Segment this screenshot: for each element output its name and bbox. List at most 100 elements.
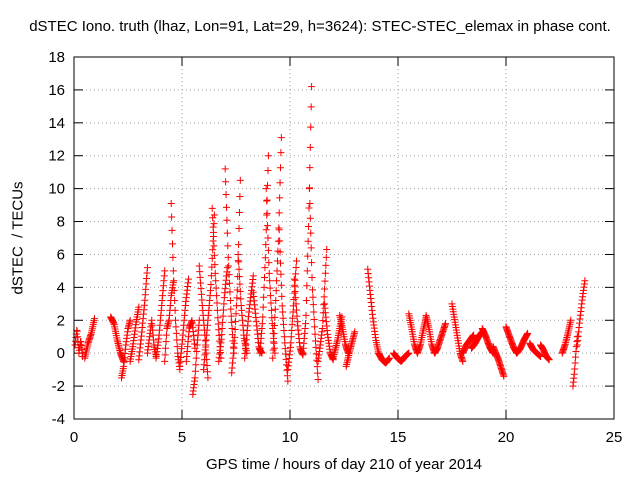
data-point: [167, 199, 175, 207]
data-point: [292, 270, 300, 278]
data-point: [308, 259, 316, 267]
data-point: [223, 264, 231, 272]
data-point: [287, 339, 295, 347]
data-point: [219, 312, 227, 320]
ticks: -4 -2 0 2 4 6 8 10 12 14 16 18 0 5 10 15 20 25: [48, 49, 622, 446]
data-point: [321, 285, 329, 293]
data-point: [161, 351, 169, 359]
data-point: [233, 286, 241, 294]
data-point: [308, 83, 316, 91]
data-point: [290, 289, 298, 297]
data-point: [278, 302, 286, 310]
data-point: [235, 225, 243, 233]
data-point: [302, 320, 310, 328]
arc-series: [573, 277, 589, 349]
data-point: [170, 277, 178, 285]
y-tick-label: 10: [48, 181, 65, 198]
data-point: [228, 325, 236, 332]
data-point: [280, 327, 288, 335]
arc-series: [513, 329, 532, 357]
data-point: [304, 237, 312, 245]
data-point: [222, 191, 230, 199]
data-point: [249, 272, 257, 280]
arc-series: [81, 315, 99, 362]
data-point: [259, 303, 267, 311]
x-tick-label: 15: [390, 429, 407, 446]
data-point: [266, 277, 274, 285]
data-point: [323, 246, 331, 254]
data-point: [235, 273, 243, 281]
data-point: [258, 320, 266, 328]
data-point: [276, 248, 284, 256]
data-point: [192, 361, 200, 369]
y-tick-label: -2: [52, 378, 65, 395]
data-point: [261, 264, 269, 272]
data-point: [307, 229, 315, 237]
data-point: [210, 220, 218, 228]
data-point: [226, 279, 234, 287]
data-point: [235, 265, 243, 273]
arc-series: [558, 316, 575, 357]
data-point: [218, 331, 226, 339]
data-point: [223, 229, 231, 237]
data-point: [321, 269, 329, 277]
chart-title: dSTEC Iono. truth (lhaz, Lon=91, Lat=29,…: [29, 18, 611, 35]
data-point: [143, 264, 151, 272]
data-point: [264, 234, 272, 242]
data-point: [233, 294, 241, 302]
arc-series: [275, 226, 292, 385]
arc-series: [126, 303, 143, 365]
data-point: [291, 281, 299, 289]
data-point: [277, 270, 285, 278]
data-point: [311, 337, 319, 345]
data-point: [172, 316, 180, 324]
data-point: [91, 315, 99, 323]
plot-frame: [73, 56, 615, 420]
data-point: [260, 283, 268, 291]
data-point: [310, 315, 318, 323]
arc-series: [249, 288, 266, 357]
data-point: [385, 354, 393, 362]
data-point: [223, 216, 231, 224]
x-axis-label: GPS time / hours of day 210 of year 2014: [206, 456, 482, 473]
y-tick-label: 0: [57, 345, 65, 362]
arc-series: [215, 264, 231, 365]
data-point: [545, 356, 553, 364]
arc-series: [118, 316, 134, 382]
data-point: [261, 273, 269, 281]
data-point: [162, 331, 170, 339]
data-point: [303, 267, 311, 275]
data-point: [220, 300, 228, 308]
y-axis-label: dSTEC / TECUs: [9, 181, 27, 295]
arc-series: [269, 134, 285, 362]
data-point: [222, 203, 230, 211]
data-point: [292, 300, 300, 308]
data-point: [262, 241, 270, 249]
arc-series: [284, 257, 300, 374]
data-point: [213, 299, 221, 307]
data-point: [311, 323, 319, 331]
data-point: [276, 194, 284, 202]
data-point: [264, 222, 272, 230]
data-point: [278, 292, 286, 300]
y-tick-label: -4: [52, 411, 65, 428]
data-point: [230, 339, 238, 347]
arc-series: [71, 326, 87, 360]
arc-series: [228, 176, 244, 377]
arc-series: [448, 300, 467, 365]
arc-series: [167, 199, 184, 374]
data-point: [289, 314, 297, 322]
data-point: [235, 258, 243, 266]
data-point: [500, 372, 508, 380]
data-point: [309, 293, 317, 301]
data-point: [306, 214, 314, 222]
data-point: [319, 317, 327, 325]
data-point: [272, 297, 280, 305]
data-point: [288, 327, 296, 335]
data-point: [265, 269, 273, 277]
data-point: [207, 272, 215, 280]
arc-series: [459, 331, 478, 357]
data-point: [276, 259, 284, 267]
x-tick-label: 0: [70, 429, 78, 446]
